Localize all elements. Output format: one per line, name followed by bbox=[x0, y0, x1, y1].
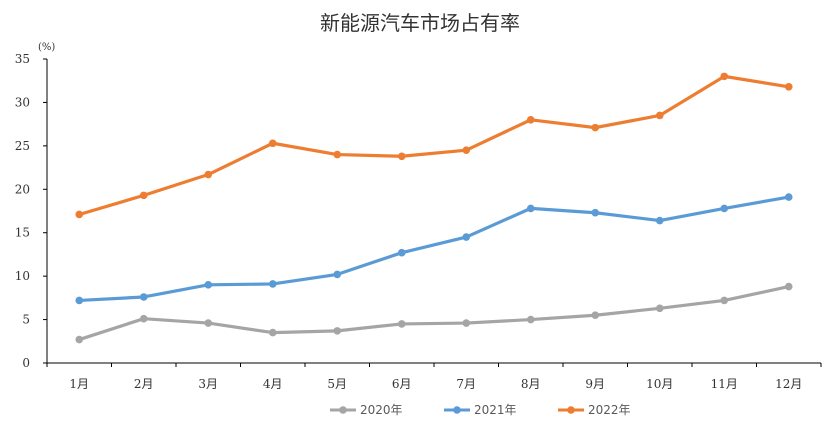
data-point bbox=[204, 319, 213, 327]
legend-item: 2021年 bbox=[444, 403, 517, 417]
y-tick-label: 5 bbox=[22, 313, 30, 327]
series-layer bbox=[75, 72, 793, 344]
data-point bbox=[75, 210, 84, 219]
series-line bbox=[77, 74, 791, 217]
legend-label: 2020年 bbox=[360, 403, 403, 417]
x-tick-label: 3月 bbox=[198, 377, 218, 391]
data-point bbox=[462, 319, 471, 327]
data-point bbox=[526, 315, 535, 324]
x-tick-label: 9月 bbox=[585, 377, 605, 391]
legend-swatch-marker bbox=[567, 406, 575, 414]
data-point bbox=[204, 170, 213, 179]
x-tick-label: 4月 bbox=[263, 377, 283, 391]
series-3 bbox=[75, 72, 793, 219]
data-point bbox=[397, 248, 406, 257]
legend-swatch-marker bbox=[453, 406, 461, 414]
x-tick-label: 12月 bbox=[775, 377, 802, 391]
y-tick-label: 25 bbox=[15, 139, 30, 153]
data-point bbox=[397, 152, 406, 161]
data-point bbox=[720, 204, 729, 213]
y-tick-label: 30 bbox=[15, 95, 30, 109]
series-2 bbox=[75, 193, 793, 305]
data-point bbox=[139, 191, 148, 200]
data-point bbox=[333, 327, 342, 335]
chart-title: 新能源汽车市场占有率 bbox=[320, 11, 520, 35]
data-point bbox=[268, 280, 277, 288]
data-point bbox=[75, 296, 84, 305]
y-tick-label: 15 bbox=[15, 226, 30, 240]
legend-item: 2020年 bbox=[330, 403, 403, 417]
legend: 2020年 2021年 2022年 bbox=[330, 403, 631, 417]
data-point bbox=[526, 204, 535, 213]
y-axis-ticks: 0 5 10 15 20 25 30 35 bbox=[15, 52, 47, 370]
data-point bbox=[655, 111, 664, 120]
data-point bbox=[720, 72, 729, 81]
data-point bbox=[139, 314, 148, 323]
data-point bbox=[720, 296, 729, 305]
series-line bbox=[77, 195, 791, 303]
y-tick-label: 0 bbox=[22, 356, 30, 370]
data-point bbox=[591, 123, 600, 132]
data-point bbox=[462, 146, 471, 154]
data-point bbox=[655, 216, 664, 225]
legend-item: 2022年 bbox=[558, 403, 631, 417]
y-tick-label: 20 bbox=[15, 182, 30, 196]
data-point bbox=[784, 282, 793, 291]
legend-swatch-marker bbox=[339, 406, 347, 414]
data-point bbox=[591, 208, 600, 217]
data-point bbox=[268, 328, 277, 337]
x-tick-label: 2月 bbox=[134, 377, 154, 391]
x-tick-label: 10月 bbox=[646, 377, 673, 391]
data-point bbox=[784, 82, 793, 91]
data-point bbox=[333, 150, 342, 159]
x-tick-label: 1月 bbox=[69, 377, 89, 391]
data-point bbox=[333, 270, 342, 279]
y-axis-unit: (%) bbox=[38, 42, 55, 53]
data-point bbox=[526, 116, 535, 124]
data-point bbox=[204, 281, 213, 289]
data-point bbox=[139, 293, 148, 301]
data-point bbox=[462, 233, 471, 241]
data-point bbox=[655, 304, 664, 313]
data-point bbox=[784, 193, 793, 201]
x-tick-label: 7月 bbox=[456, 377, 476, 391]
y-tick-label: 10 bbox=[15, 269, 30, 283]
series-1 bbox=[75, 282, 793, 344]
x-tick-label: 11月 bbox=[711, 377, 738, 391]
legend-label: 2022年 bbox=[588, 403, 631, 417]
data-point bbox=[397, 320, 406, 328]
data-point bbox=[268, 139, 277, 148]
y-tick-label: 35 bbox=[15, 52, 30, 66]
series-line bbox=[77, 284, 791, 342]
data-point bbox=[75, 335, 84, 344]
data-point bbox=[591, 311, 600, 320]
legend-label: 2021年 bbox=[474, 403, 517, 417]
x-axis-ticks: 1月 2月 3月 4月 5月 6月 7月 8月 9月 10月 11月 12月 bbox=[46, 363, 822, 391]
x-tick-label: 6月 bbox=[392, 377, 412, 391]
x-tick-label: 5月 bbox=[327, 377, 347, 391]
x-tick-label: 8月 bbox=[521, 377, 541, 391]
